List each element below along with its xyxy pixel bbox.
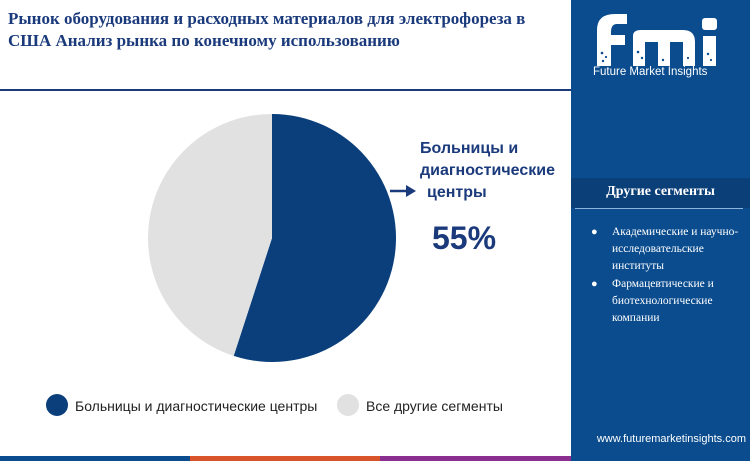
list-item: ● Фармацевтические и биотехнологические к…	[590, 276, 748, 327]
pie-slice-1	[148, 114, 272, 356]
pie-chart: Больницы и диагностические центры 55% Больн…	[46, 114, 555, 416]
website-link[interactable]: www.futuremarketinsights.com	[596, 433, 746, 445]
chart-title: Рынок оборудования и расходных материало…	[8, 9, 526, 50]
fmi-logo: fmi	[597, 12, 717, 66]
sidebar-title: Другие сегменты	[571, 178, 750, 208]
bullet-icon: ●	[591, 278, 598, 290]
callout-value-label: 55%	[432, 220, 496, 256]
callout-label-line: диагностические	[420, 162, 555, 179]
footer-stripe-blue	[0, 456, 190, 461]
title-divider	[0, 89, 571, 91]
legend-swatch	[337, 394, 359, 416]
sidebar-divider	[575, 208, 743, 209]
brand-name: Future Market Insights	[593, 66, 708, 78]
bullet-icon: ●	[591, 226, 598, 238]
segment-label: Академические и научно-исследовательские…	[612, 226, 739, 272]
footer-stripe-dark	[571, 456, 750, 461]
legend-label: Все другие сегменты	[366, 398, 503, 414]
callout-label-line: Больницы и	[420, 140, 518, 157]
pie-slice-0	[233, 114, 397, 363]
list-item: ● Академические и научно-исследовательски…	[590, 224, 748, 275]
segment-label: Фармацевтические и биотехнологические ко…	[612, 278, 714, 324]
footer-stripe-orange	[190, 456, 380, 461]
callout-arrow-icon	[406, 185, 416, 197]
legend-swatch	[46, 394, 68, 416]
segment-list: ● Академические и научно-исследовательски…	[590, 224, 748, 328]
sidebar-panel: fmi Future Market Insights Другие сегмен…	[571, 0, 750, 461]
footer-stripe-purple	[380, 456, 571, 461]
legend-label: Больницы и диагностические центры	[75, 398, 317, 414]
callout-label-line: центры	[427, 184, 487, 201]
svg-text:fmi: fmi	[661, 12, 675, 22]
